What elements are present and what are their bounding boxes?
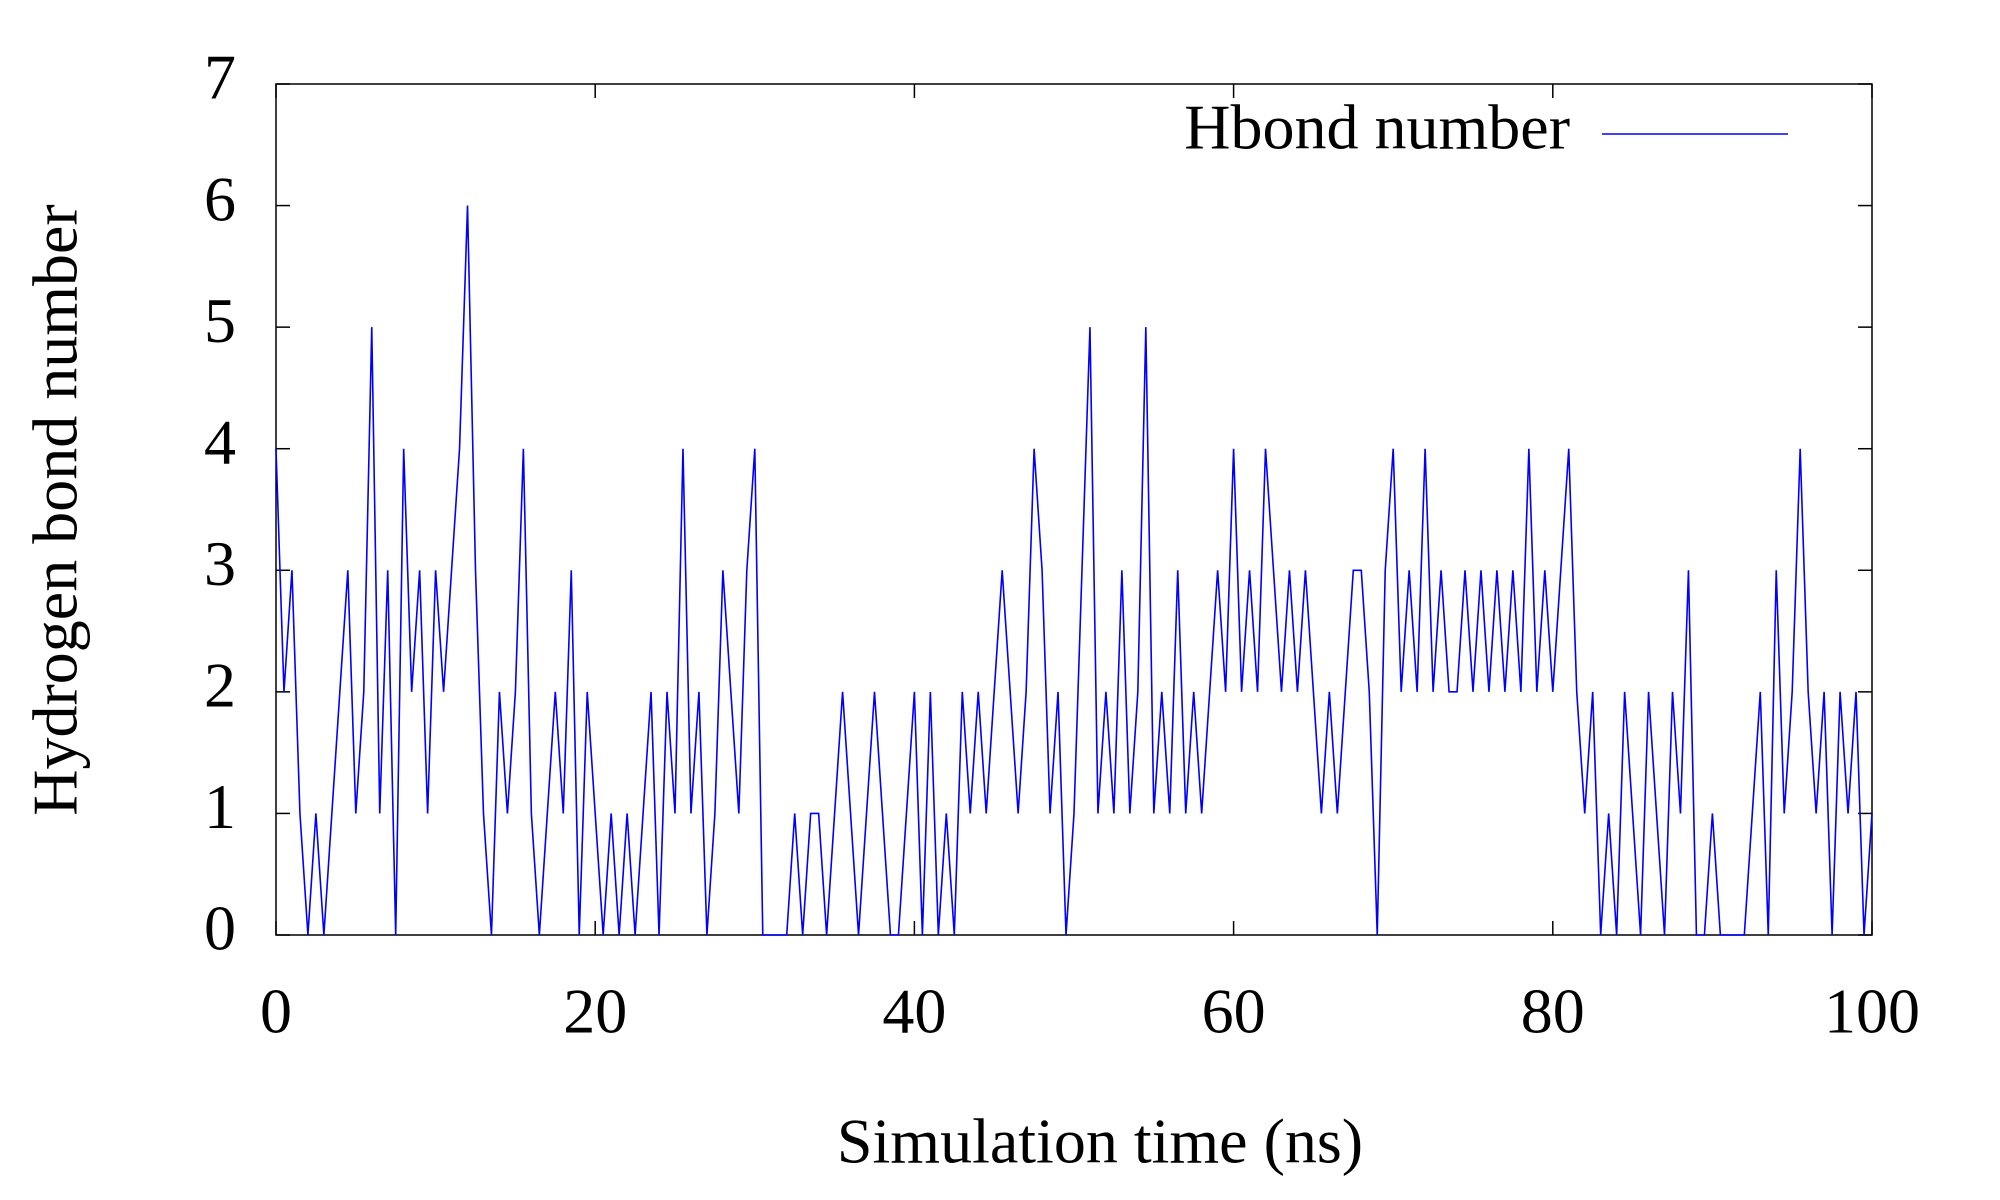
y-tick-label: 3 [204, 528, 236, 599]
y-tick-label: 1 [204, 771, 236, 842]
x-axis-label: Simulation time (ns) [837, 1106, 1363, 1177]
x-tick-label: 0 [260, 976, 292, 1047]
y-tick-label: 5 [204, 285, 236, 356]
x-tick-label: 80 [1521, 976, 1585, 1047]
x-tick-label: 100 [1824, 976, 1920, 1047]
x-tick-label: 60 [1202, 976, 1266, 1047]
legend-label: Hbond number [1184, 92, 1570, 163]
y-tick-label: 6 [204, 163, 236, 234]
y-axis-label: Hydrogen bond number [20, 204, 91, 815]
y-tick-label: 0 [204, 893, 236, 964]
data-line [275, 205, 1873, 936]
x-tick-label: 40 [882, 976, 946, 1047]
y-tick-label: 2 [204, 650, 236, 721]
x-tick-label: 20 [563, 976, 627, 1047]
y-tick-label: 7 [204, 42, 236, 113]
plot-frame [275, 83, 1873, 936]
y-tick-label: 4 [204, 406, 236, 477]
